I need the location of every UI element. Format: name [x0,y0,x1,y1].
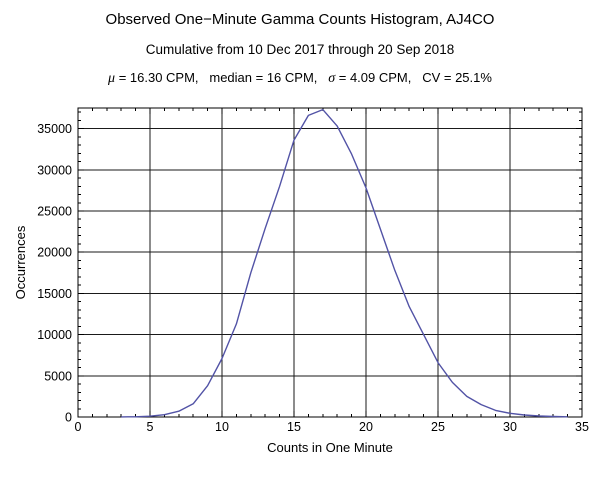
x-tick-labels: 0 5 10 15 20 25 30 35 [75,420,589,434]
y-tick-label: 20000 [37,246,72,260]
y-tick-label: 35000 [37,122,72,136]
x-tick-label: 20 [359,420,373,434]
y-tick-label: 30000 [37,163,72,177]
plot-frame [77,107,583,418]
y-tick-labels: 0 5000 10000 15000 20000 25000 30000 35000 [37,122,72,424]
grid-lines [78,108,582,417]
stats-text: = 4.09 CPM, CV = 25.1% [335,70,492,85]
chart-subtitle: Cumulative from 10 Dec 2017 through 20 S… [145,42,455,57]
y-tick-label: 5000 [44,369,72,383]
axis-ticks [77,108,583,418]
histogram-curve [121,108,568,418]
x-tick-label: 25 [431,420,445,434]
x-tick-label: 15 [287,420,301,434]
y-tick-label: 0 [65,411,72,425]
x-axis-title: Counts in One Minute [267,440,393,455]
x-tick-label: 35 [575,420,589,434]
stats-greek-symbol: μ [108,71,116,86]
data-curve [121,108,568,418]
x-tick-label: 5 [147,420,154,434]
y-tick-label: 25000 [37,205,72,219]
chart-stats: μ = 16.30 CPM, median = 16 CPM, σ = 4.09… [0,70,600,87]
stats-text: = 16.30 CPM, median = 16 CPM, [115,70,329,85]
stats-greek-symbol: σ [328,71,336,86]
chart-title: Observed One−Minute Gamma Counts Histogr… [105,11,495,28]
x-tick-label: 10 [215,420,229,434]
y-tick-label: 15000 [37,287,72,301]
x-tick-label: 30 [503,420,517,434]
y-axis-title: Occurrences [13,225,28,299]
x-tick-label: 0 [75,420,82,434]
y-tick-label: 10000 [37,328,72,342]
